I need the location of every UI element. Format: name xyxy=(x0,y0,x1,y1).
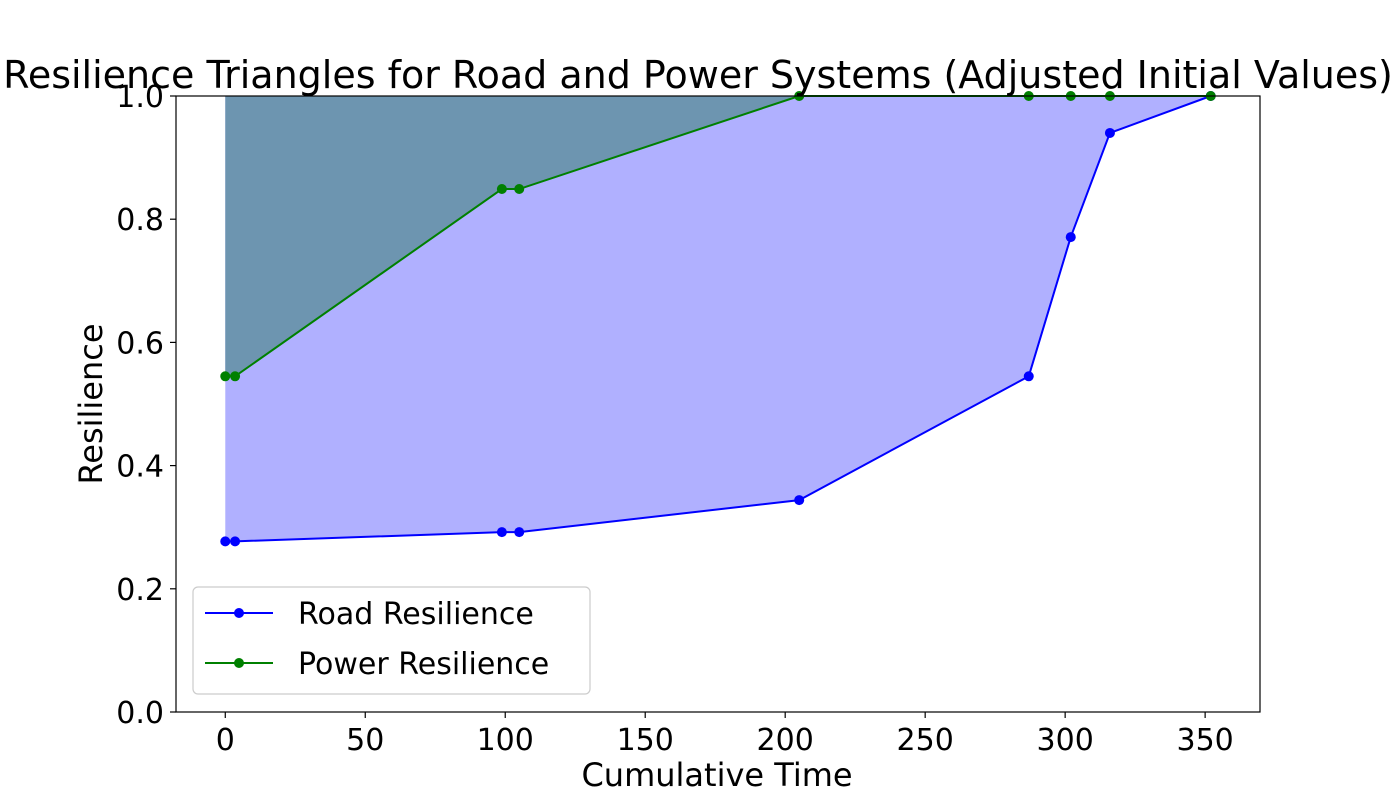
y-tick-label: 0.2 xyxy=(116,573,164,608)
power-resilience-point xyxy=(230,371,241,382)
x-axis-ticks: 0 50 100 150 200 250 300 350 xyxy=(216,712,1234,758)
x-tick-label: 150 xyxy=(617,723,674,758)
legend: Road Resilience Power Resilience xyxy=(192,586,591,695)
road-resilience-point xyxy=(514,527,525,538)
chart-title: Resilience Triangles for Road and Power … xyxy=(3,53,1393,97)
y-axis-label: Resilience xyxy=(72,323,110,484)
y-axis-ticks: 0.0 0.2 0.4 0.6 0.8 1.0 xyxy=(116,80,176,731)
y-tick-label: 0.0 xyxy=(116,696,164,731)
x-tick-label: 50 xyxy=(346,723,384,758)
y-tick-label: 0.6 xyxy=(116,326,164,361)
power-resilience-fill-area xyxy=(225,96,1211,377)
x-tick-label: 350 xyxy=(1176,723,1233,758)
power-resilience-point xyxy=(514,184,525,195)
road-resilience-point xyxy=(1104,127,1115,138)
y-tick-label: 0.8 xyxy=(116,203,164,238)
legend-road-label: Road Resilience xyxy=(298,597,534,632)
road-resilience-point xyxy=(1023,371,1034,382)
road-resilience-point xyxy=(230,536,241,547)
road-resilience-point xyxy=(794,495,805,506)
plot-frame xyxy=(175,95,1261,713)
x-tick-label: 250 xyxy=(897,723,954,758)
legend-road-marker xyxy=(234,608,244,618)
road-resilience-point xyxy=(1065,232,1076,243)
road-resilience-point xyxy=(496,527,507,538)
fill-areas xyxy=(225,96,1211,542)
power-resilience-point xyxy=(496,184,507,195)
x-tick-label: 100 xyxy=(477,723,534,758)
y-tick-label: 1.0 xyxy=(116,80,164,115)
road-resilience-point xyxy=(220,536,231,547)
legend-box xyxy=(192,586,591,695)
legend-power-marker xyxy=(234,658,244,668)
x-tick-label: 200 xyxy=(757,723,814,758)
x-axis-label: Cumulative Time xyxy=(581,756,852,794)
power-resilience-point xyxy=(220,371,231,382)
y-tick-label: 0.4 xyxy=(116,450,164,485)
legend-power-label: Power Resilience xyxy=(298,647,549,682)
x-tick-label: 0 xyxy=(216,723,235,758)
x-tick-label: 300 xyxy=(1037,723,1094,758)
